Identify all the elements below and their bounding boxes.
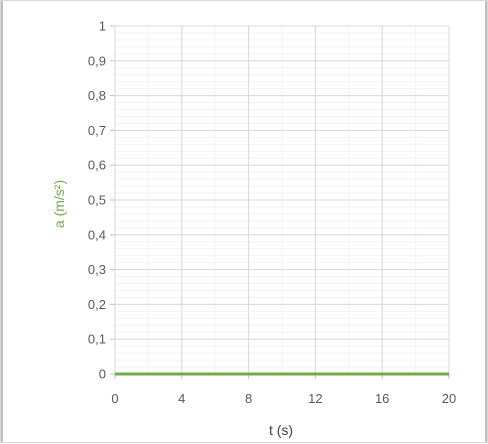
y-tick-label: 0,4 xyxy=(88,227,106,242)
x-tick-labels: 0 4 8 12 16 20 xyxy=(111,391,456,406)
x-tick-label: 20 xyxy=(442,391,456,406)
y-tick-label: 0,9 xyxy=(88,53,106,68)
x-tick-label: 16 xyxy=(375,391,389,406)
y-tick-label: 0,5 xyxy=(88,193,106,208)
y-tick-label: 0,8 xyxy=(88,88,106,103)
y-tick-label: 0,6 xyxy=(88,158,106,173)
x-tick-label: 4 xyxy=(178,391,185,406)
y-tick-label: 0,2 xyxy=(88,297,106,312)
major-grid xyxy=(110,25,450,379)
x-tick-label: 8 xyxy=(245,391,252,406)
y-tick-label: 0 xyxy=(99,367,106,382)
x-tick-label: 12 xyxy=(308,391,322,406)
y-tick-label: 0,1 xyxy=(88,332,106,347)
x-axis-title: t (s) xyxy=(269,422,293,438)
y-tick-label: 0,3 xyxy=(88,262,106,277)
y-tick-label: 1 xyxy=(99,19,106,34)
y-tick-labels: 0 0,1 0,2 0,3 0,4 0,5 0,6 0,7 0,8 0,9 1 xyxy=(88,19,106,382)
x-tick-label: 0 xyxy=(111,391,118,406)
y-tick-label: 0,7 xyxy=(88,123,106,138)
y-axis-title: a (m/s²) xyxy=(51,180,67,228)
